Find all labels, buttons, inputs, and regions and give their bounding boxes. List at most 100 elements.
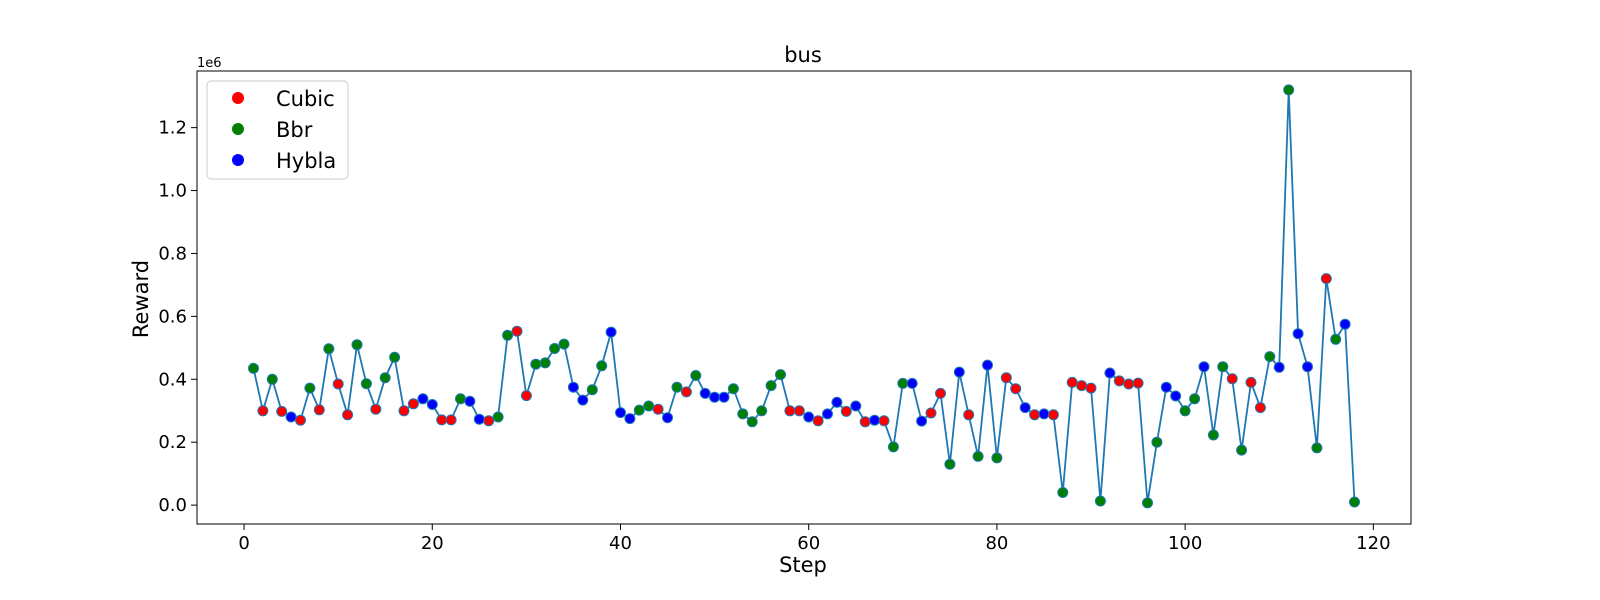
data-point-hybla <box>1302 361 1313 373</box>
data-point-hybla <box>662 412 673 424</box>
data-point-cubic <box>1085 382 1097 394</box>
x-tick-label: 40 <box>609 533 632 554</box>
data-point-hybla <box>605 326 617 338</box>
data-point-hybla <box>615 407 626 419</box>
data-point-bbr <box>633 404 645 416</box>
data-point-hybla <box>1038 408 1050 420</box>
data-point-bbr <box>360 378 372 390</box>
data-point-bbr <box>1151 436 1163 448</box>
x-tick-label: 80 <box>985 533 1008 554</box>
data-point-hybla <box>869 414 881 426</box>
plot-area <box>248 84 1360 509</box>
data-point-cubic <box>935 387 946 399</box>
data-point-hybla <box>473 413 485 425</box>
data-point-bbr <box>690 370 702 381</box>
data-point-bbr <box>558 338 570 350</box>
data-point-cubic <box>398 405 410 417</box>
data-point-cubic <box>1123 378 1135 390</box>
data-point-bbr <box>1057 487 1069 498</box>
data-point-cubic <box>1010 383 1022 395</box>
data-point-cubic <box>859 416 871 428</box>
legend-label-bbr: Bbr <box>276 118 313 142</box>
legend-marker-bbr <box>232 123 244 135</box>
data-point-cubic <box>332 378 344 390</box>
data-point-bbr <box>746 416 758 428</box>
data-point-cubic <box>445 414 457 426</box>
data-point-cubic <box>680 386 692 398</box>
data-point-bbr <box>727 383 739 395</box>
data-point-cubic <box>784 405 796 417</box>
data-point-bbr <box>1349 496 1360 508</box>
data-point-cubic <box>1320 273 1332 285</box>
legend-marker-hybla <box>232 154 244 166</box>
data-point-hybla <box>1160 381 1172 393</box>
data-point-cubic <box>370 403 382 415</box>
data-point-hybla <box>831 396 843 408</box>
data-point-cubic <box>1226 373 1238 385</box>
data-point-bbr <box>455 393 466 405</box>
series-line <box>252 89 1356 504</box>
data-point-cubic <box>436 414 448 426</box>
data-point-bbr <box>266 373 278 385</box>
plot-frame <box>196 70 1412 525</box>
data-point-bbr <box>379 372 391 384</box>
x-axis: 0 20 40 60 80 100 120 <box>238 524 1391 554</box>
legend-box <box>206 80 349 180</box>
data-point-cubic <box>1000 372 1012 384</box>
data-point-cubic <box>276 405 288 417</box>
data-point-hybla <box>1170 390 1182 402</box>
data-point-bbr <box>944 458 956 470</box>
y-tick-label: 0.0 <box>158 495 187 516</box>
data-point-hybla <box>906 377 918 389</box>
data-point-bbr <box>972 450 984 462</box>
data-point-cubic <box>313 404 325 416</box>
data-point-bbr <box>1217 361 1229 373</box>
data-point-hybla <box>567 381 579 393</box>
data-point-cubic <box>257 405 269 417</box>
data-point-hybla <box>1019 402 1031 414</box>
data-point-bbr <box>492 411 504 423</box>
data-point-bbr <box>304 382 316 394</box>
y-tick-label: 1.0 <box>158 181 187 202</box>
data-point-hybla <box>417 393 429 405</box>
data-point-hybla <box>699 387 711 399</box>
data-point-bbr <box>351 339 363 351</box>
y-axis: 0.0 0.2 0.4 0.6 0.8 1.0 1.2 <box>158 118 197 516</box>
legend-label-hybla: Hybla <box>276 149 336 173</box>
data-point-bbr <box>897 377 909 389</box>
data-point-hybla <box>718 391 730 403</box>
data-point-cubic <box>1254 402 1266 414</box>
x-tick-label: 60 <box>797 533 820 554</box>
data-point-bbr <box>765 380 777 392</box>
y-offset-label: 1e6 <box>197 56 222 71</box>
y-tick-label: 1.2 <box>158 118 187 139</box>
data-point-bbr <box>539 357 551 369</box>
data-point-hybla <box>1292 328 1304 340</box>
data-point-hybla <box>464 395 476 407</box>
data-point-bbr <box>671 381 683 393</box>
data-point-bbr <box>1330 333 1342 345</box>
data-point-bbr <box>596 360 608 372</box>
data-point-cubic <box>963 409 975 421</box>
x-tick-label: 120 <box>1356 533 1390 554</box>
data-point-hybla <box>982 359 993 371</box>
data-point-cubic <box>652 403 664 415</box>
data-point-bbr <box>737 408 749 420</box>
y-axis-label: Reward <box>129 260 153 338</box>
data-point-bbr <box>1283 84 1295 96</box>
legend: Cubic Bbr Hybla <box>206 80 349 180</box>
data-point-bbr <box>1207 429 1219 441</box>
data-point-cubic <box>1047 409 1059 421</box>
data-point-bbr <box>1311 442 1323 454</box>
data-point-hybla <box>624 413 636 425</box>
legend-label-cubic: Cubic <box>276 87 335 111</box>
data-point-cubic <box>840 405 852 417</box>
x-tick-label: 20 <box>421 533 444 554</box>
data-point-hybla <box>426 399 438 410</box>
data-point-cubic <box>878 415 890 427</box>
data-point-bbr <box>756 405 768 417</box>
data-point-hybla <box>1198 361 1210 373</box>
data-point-cubic <box>925 407 937 419</box>
data-point-hybla <box>822 408 833 420</box>
